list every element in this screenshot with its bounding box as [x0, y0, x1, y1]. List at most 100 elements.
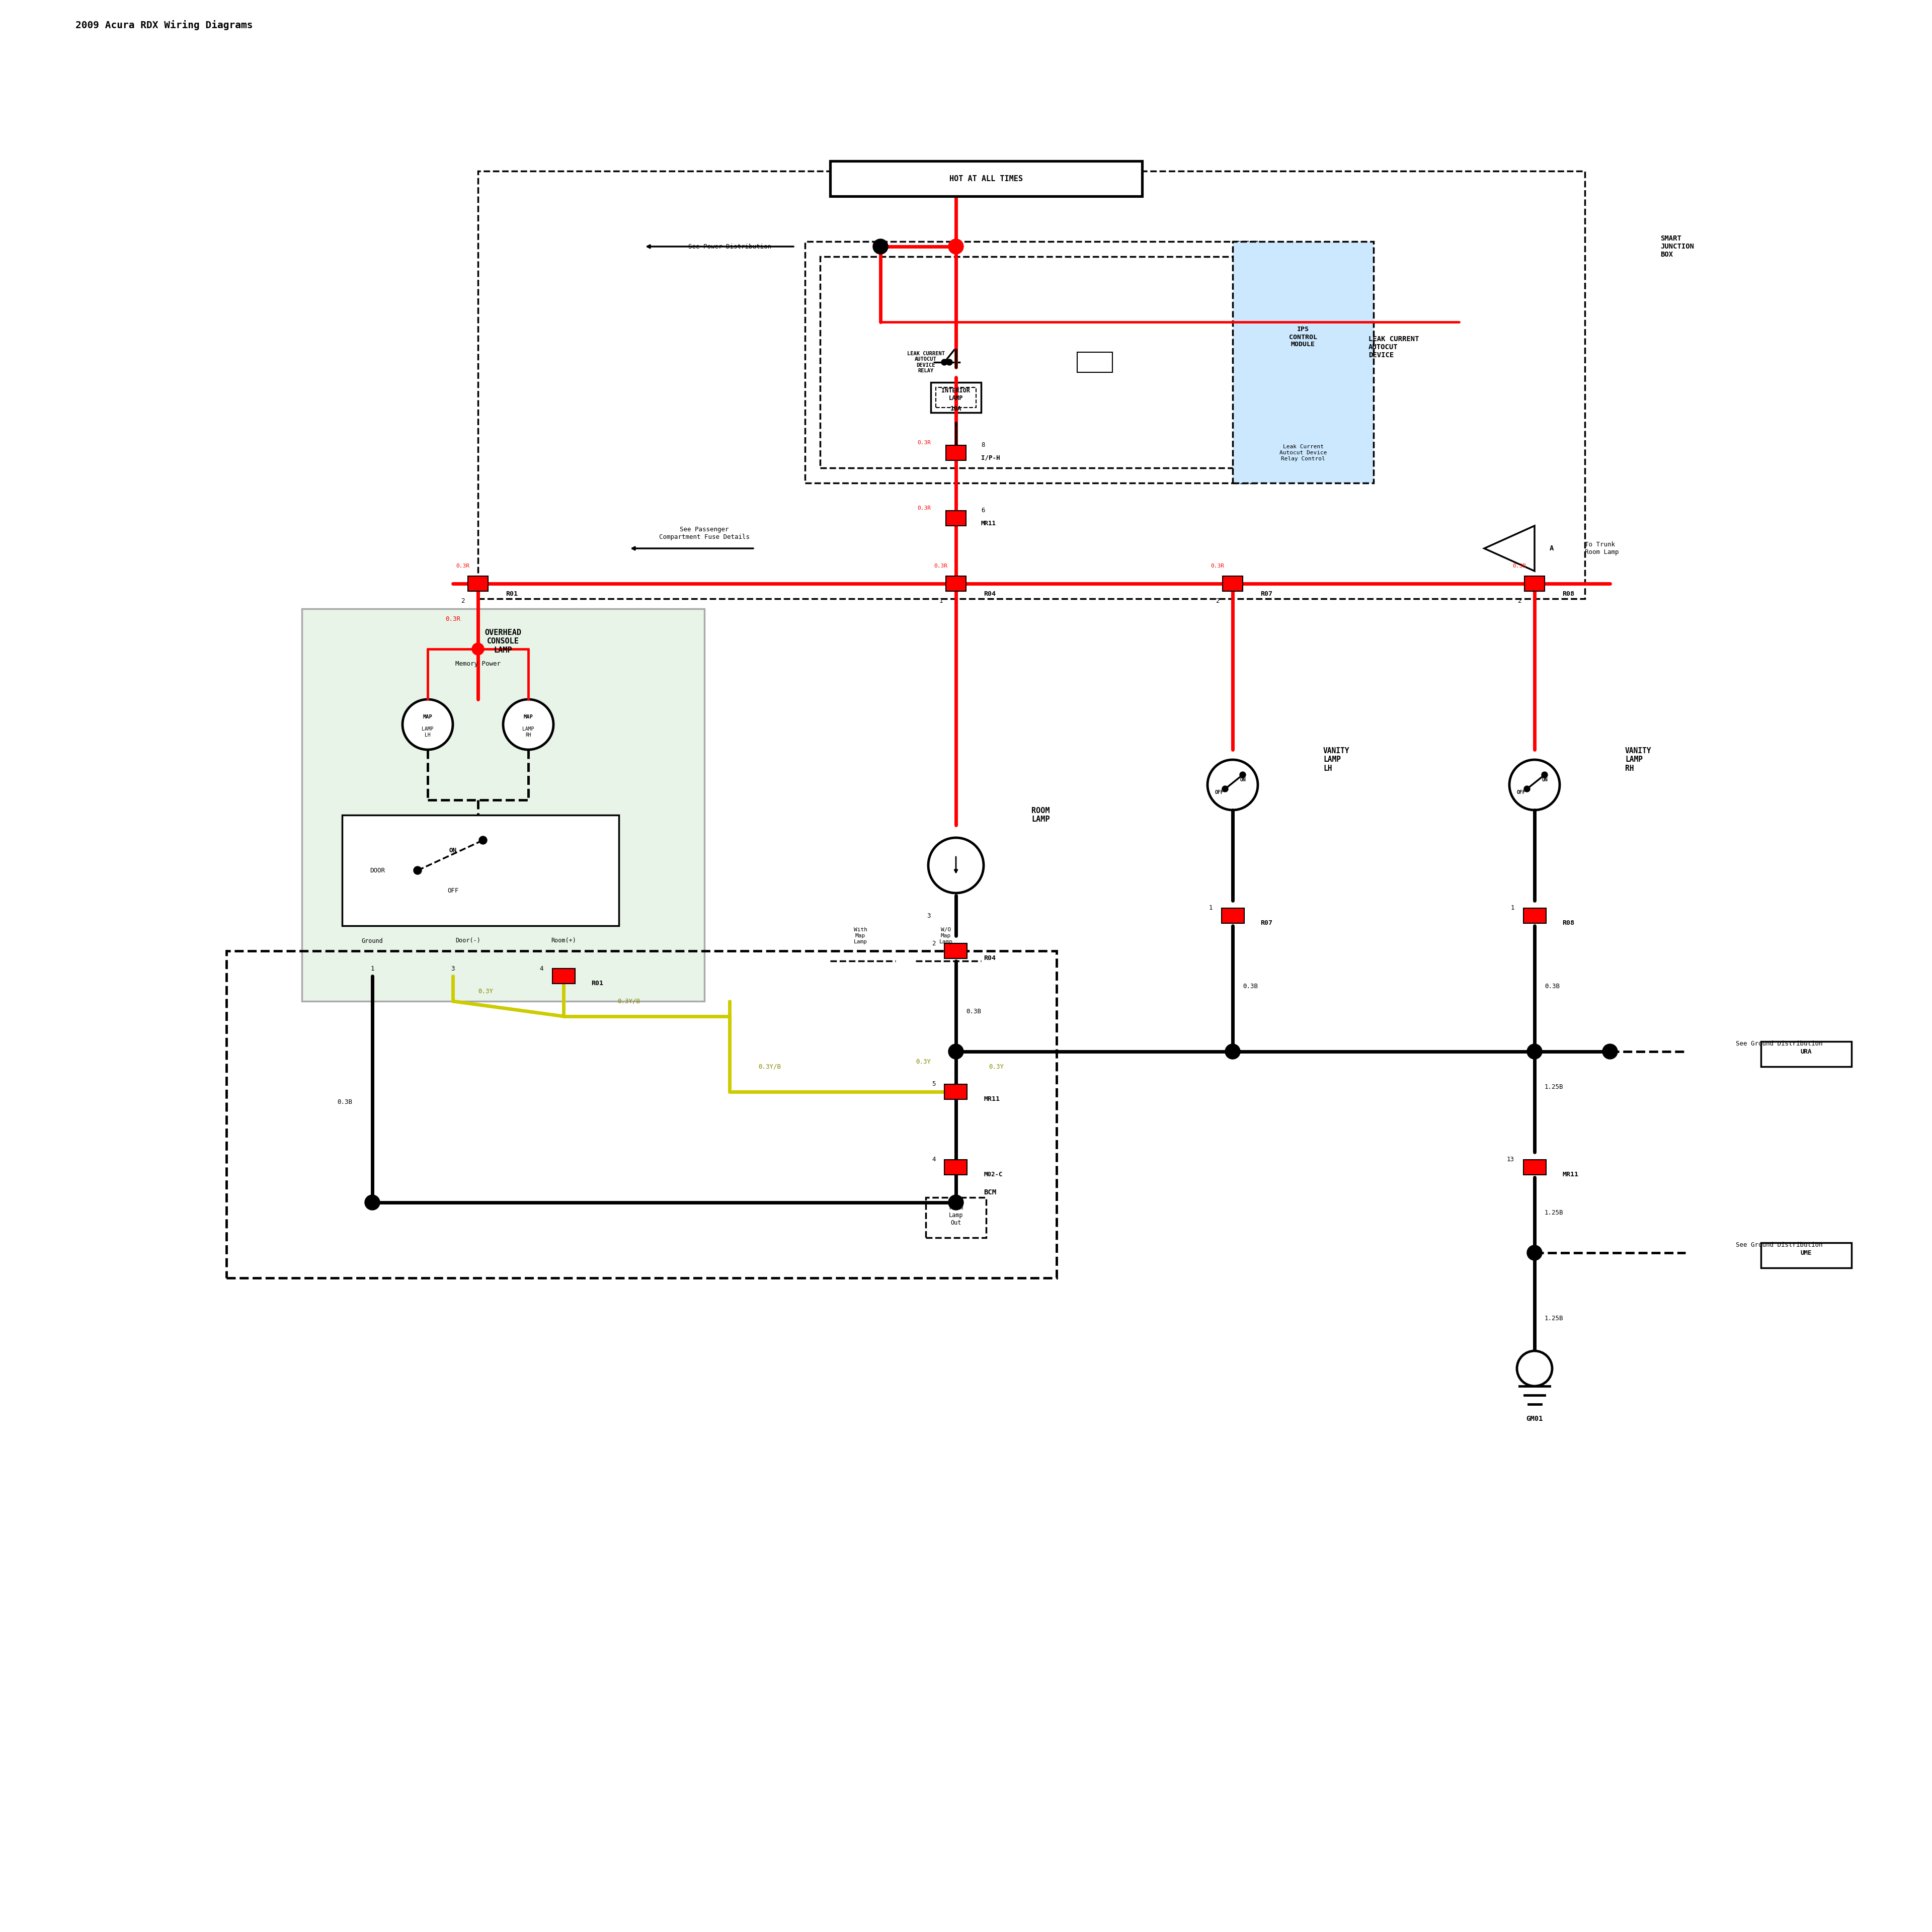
- Text: OFF: OFF: [1215, 790, 1223, 794]
- Text: See Ground Distribution: See Ground Distribution: [1735, 1242, 1822, 1248]
- Circle shape: [1208, 759, 1258, 810]
- Circle shape: [1524, 786, 1530, 792]
- Text: URA: URA: [1801, 1049, 1812, 1055]
- Circle shape: [1526, 1043, 1542, 1059]
- Bar: [947, 510, 966, 526]
- Text: LEAK CURRENT
AUTOCUT
DEVICE: LEAK CURRENT AUTOCUT DEVICE: [1368, 336, 1420, 359]
- Text: 2009 Acura RDX Wiring Diagrams: 2009 Acura RDX Wiring Diagrams: [75, 19, 253, 31]
- Text: 1: 1: [1511, 904, 1515, 912]
- Text: 1.25B: 1.25B: [1544, 1209, 1563, 1215]
- Circle shape: [365, 1194, 381, 1209]
- Text: 4: 4: [539, 966, 543, 972]
- Text: MR11: MR11: [981, 520, 997, 527]
- Circle shape: [1509, 759, 1559, 810]
- Text: 0.3B: 0.3B: [336, 1099, 352, 1105]
- Text: SMART
JUNCTION
BOX: SMART JUNCTION BOX: [1660, 236, 1694, 259]
- Text: 0.3R: 0.3R: [918, 506, 931, 510]
- Text: R07: R07: [1260, 920, 1273, 927]
- Text: 0.3Y: 0.3Y: [916, 1059, 931, 1065]
- Text: M02-C: M02-C: [983, 1171, 1003, 1179]
- Text: R04: R04: [983, 954, 995, 962]
- Circle shape: [1223, 786, 1229, 792]
- Text: DOOR: DOOR: [369, 867, 384, 873]
- Circle shape: [949, 1043, 964, 1059]
- Text: R01: R01: [506, 591, 518, 597]
- Text: ROOM
LAMP: ROOM LAMP: [1032, 808, 1049, 823]
- Text: R08: R08: [1563, 920, 1575, 927]
- Polygon shape: [1484, 526, 1534, 572]
- Circle shape: [949, 240, 964, 255]
- Text: MR11: MR11: [1563, 1171, 1578, 1179]
- Circle shape: [1542, 771, 1548, 779]
- Text: 1: 1: [371, 966, 375, 972]
- Circle shape: [1240, 771, 1246, 779]
- Text: BCM: BCM: [983, 1188, 997, 1196]
- Text: 0.3Y/B: 0.3Y/B: [618, 999, 639, 1005]
- Text: I/P-H: I/P-H: [981, 454, 1001, 462]
- Bar: [945, 1084, 968, 1099]
- Circle shape: [1517, 1350, 1551, 1385]
- Bar: [935, 388, 976, 408]
- Bar: [1522, 908, 1546, 923]
- Text: 8: 8: [981, 442, 985, 448]
- Text: See Ground Distribution: See Ground Distribution: [1735, 1041, 1822, 1047]
- Text: 0.3B: 0.3B: [1242, 983, 1258, 989]
- Text: OFF: OFF: [446, 887, 458, 895]
- Text: 0.3B: 0.3B: [1544, 983, 1559, 989]
- Text: With
Map
Lamp: With Map Lamp: [854, 927, 867, 945]
- Circle shape: [947, 359, 952, 365]
- Text: Leak Current
Autocut Device
Relay Control: Leak Current Autocut Device Relay Contro…: [1279, 444, 1327, 462]
- Bar: [806, 242, 1258, 483]
- Text: 1.25B: 1.25B: [1544, 1084, 1563, 1090]
- Text: ON: ON: [1240, 777, 1246, 782]
- Circle shape: [941, 359, 947, 365]
- Text: See Power Distribution: See Power Distribution: [688, 243, 771, 249]
- Text: R01: R01: [591, 980, 603, 987]
- Text: R04: R04: [983, 591, 995, 597]
- Bar: [553, 968, 576, 983]
- Text: 0.3R: 0.3R: [1513, 564, 1526, 568]
- Bar: [1223, 576, 1242, 591]
- Bar: [1522, 1159, 1546, 1175]
- Bar: [1524, 576, 1544, 591]
- Bar: [468, 576, 489, 591]
- Text: Room
Lamp
Out: Room Lamp Out: [949, 1204, 964, 1227]
- Text: 2: 2: [931, 941, 935, 947]
- Text: VANITY
LAMP
LH: VANITY LAMP LH: [1323, 748, 1350, 773]
- Text: OVERHEAD
CONSOLE
LAMP: OVERHEAD CONSOLE LAMP: [485, 630, 522, 653]
- Text: UME: UME: [1801, 1250, 1812, 1256]
- Circle shape: [873, 240, 889, 255]
- Text: W/O
Map
Lamp: W/O Map Lamp: [939, 927, 952, 945]
- Circle shape: [1225, 1043, 1240, 1059]
- Bar: [1078, 352, 1113, 373]
- Text: 3: 3: [927, 912, 931, 920]
- Text: HOT AT ALL TIMES: HOT AT ALL TIMES: [949, 174, 1022, 182]
- Circle shape: [471, 643, 485, 655]
- Bar: [226, 951, 1057, 1277]
- Text: See Passenger
Compartment Fuse Details: See Passenger Compartment Fuse Details: [659, 526, 750, 541]
- Text: MAP: MAP: [423, 715, 433, 719]
- Text: 0.3R: 0.3R: [918, 440, 931, 444]
- Bar: [1760, 1242, 1851, 1267]
- Text: Memory Power: Memory Power: [456, 661, 500, 667]
- Text: IPS
CONTROL
MODULE: IPS CONTROL MODULE: [1289, 327, 1318, 348]
- Text: ON: ON: [1542, 777, 1548, 782]
- Bar: [477, 172, 1584, 599]
- Bar: [947, 576, 966, 591]
- Text: 1: 1: [1209, 904, 1213, 912]
- Text: 13: 13: [1507, 1157, 1515, 1163]
- Text: To Trunk
Room Lamp: To Trunk Room Lamp: [1584, 541, 1619, 556]
- Text: VANITY
LAMP
RH: VANITY LAMP RH: [1625, 748, 1652, 773]
- Text: 0.3Y: 0.3Y: [989, 1063, 1005, 1070]
- Bar: [819, 257, 1242, 468]
- Circle shape: [949, 1194, 964, 1209]
- Bar: [301, 609, 705, 1001]
- Text: 0.3R: 0.3R: [456, 564, 469, 568]
- Text: R08: R08: [1563, 591, 1575, 597]
- Bar: [931, 383, 981, 413]
- Circle shape: [413, 866, 421, 875]
- Bar: [342, 815, 618, 925]
- Text: 0.3Y: 0.3Y: [477, 987, 493, 995]
- Bar: [925, 1198, 985, 1238]
- Bar: [945, 1159, 968, 1175]
